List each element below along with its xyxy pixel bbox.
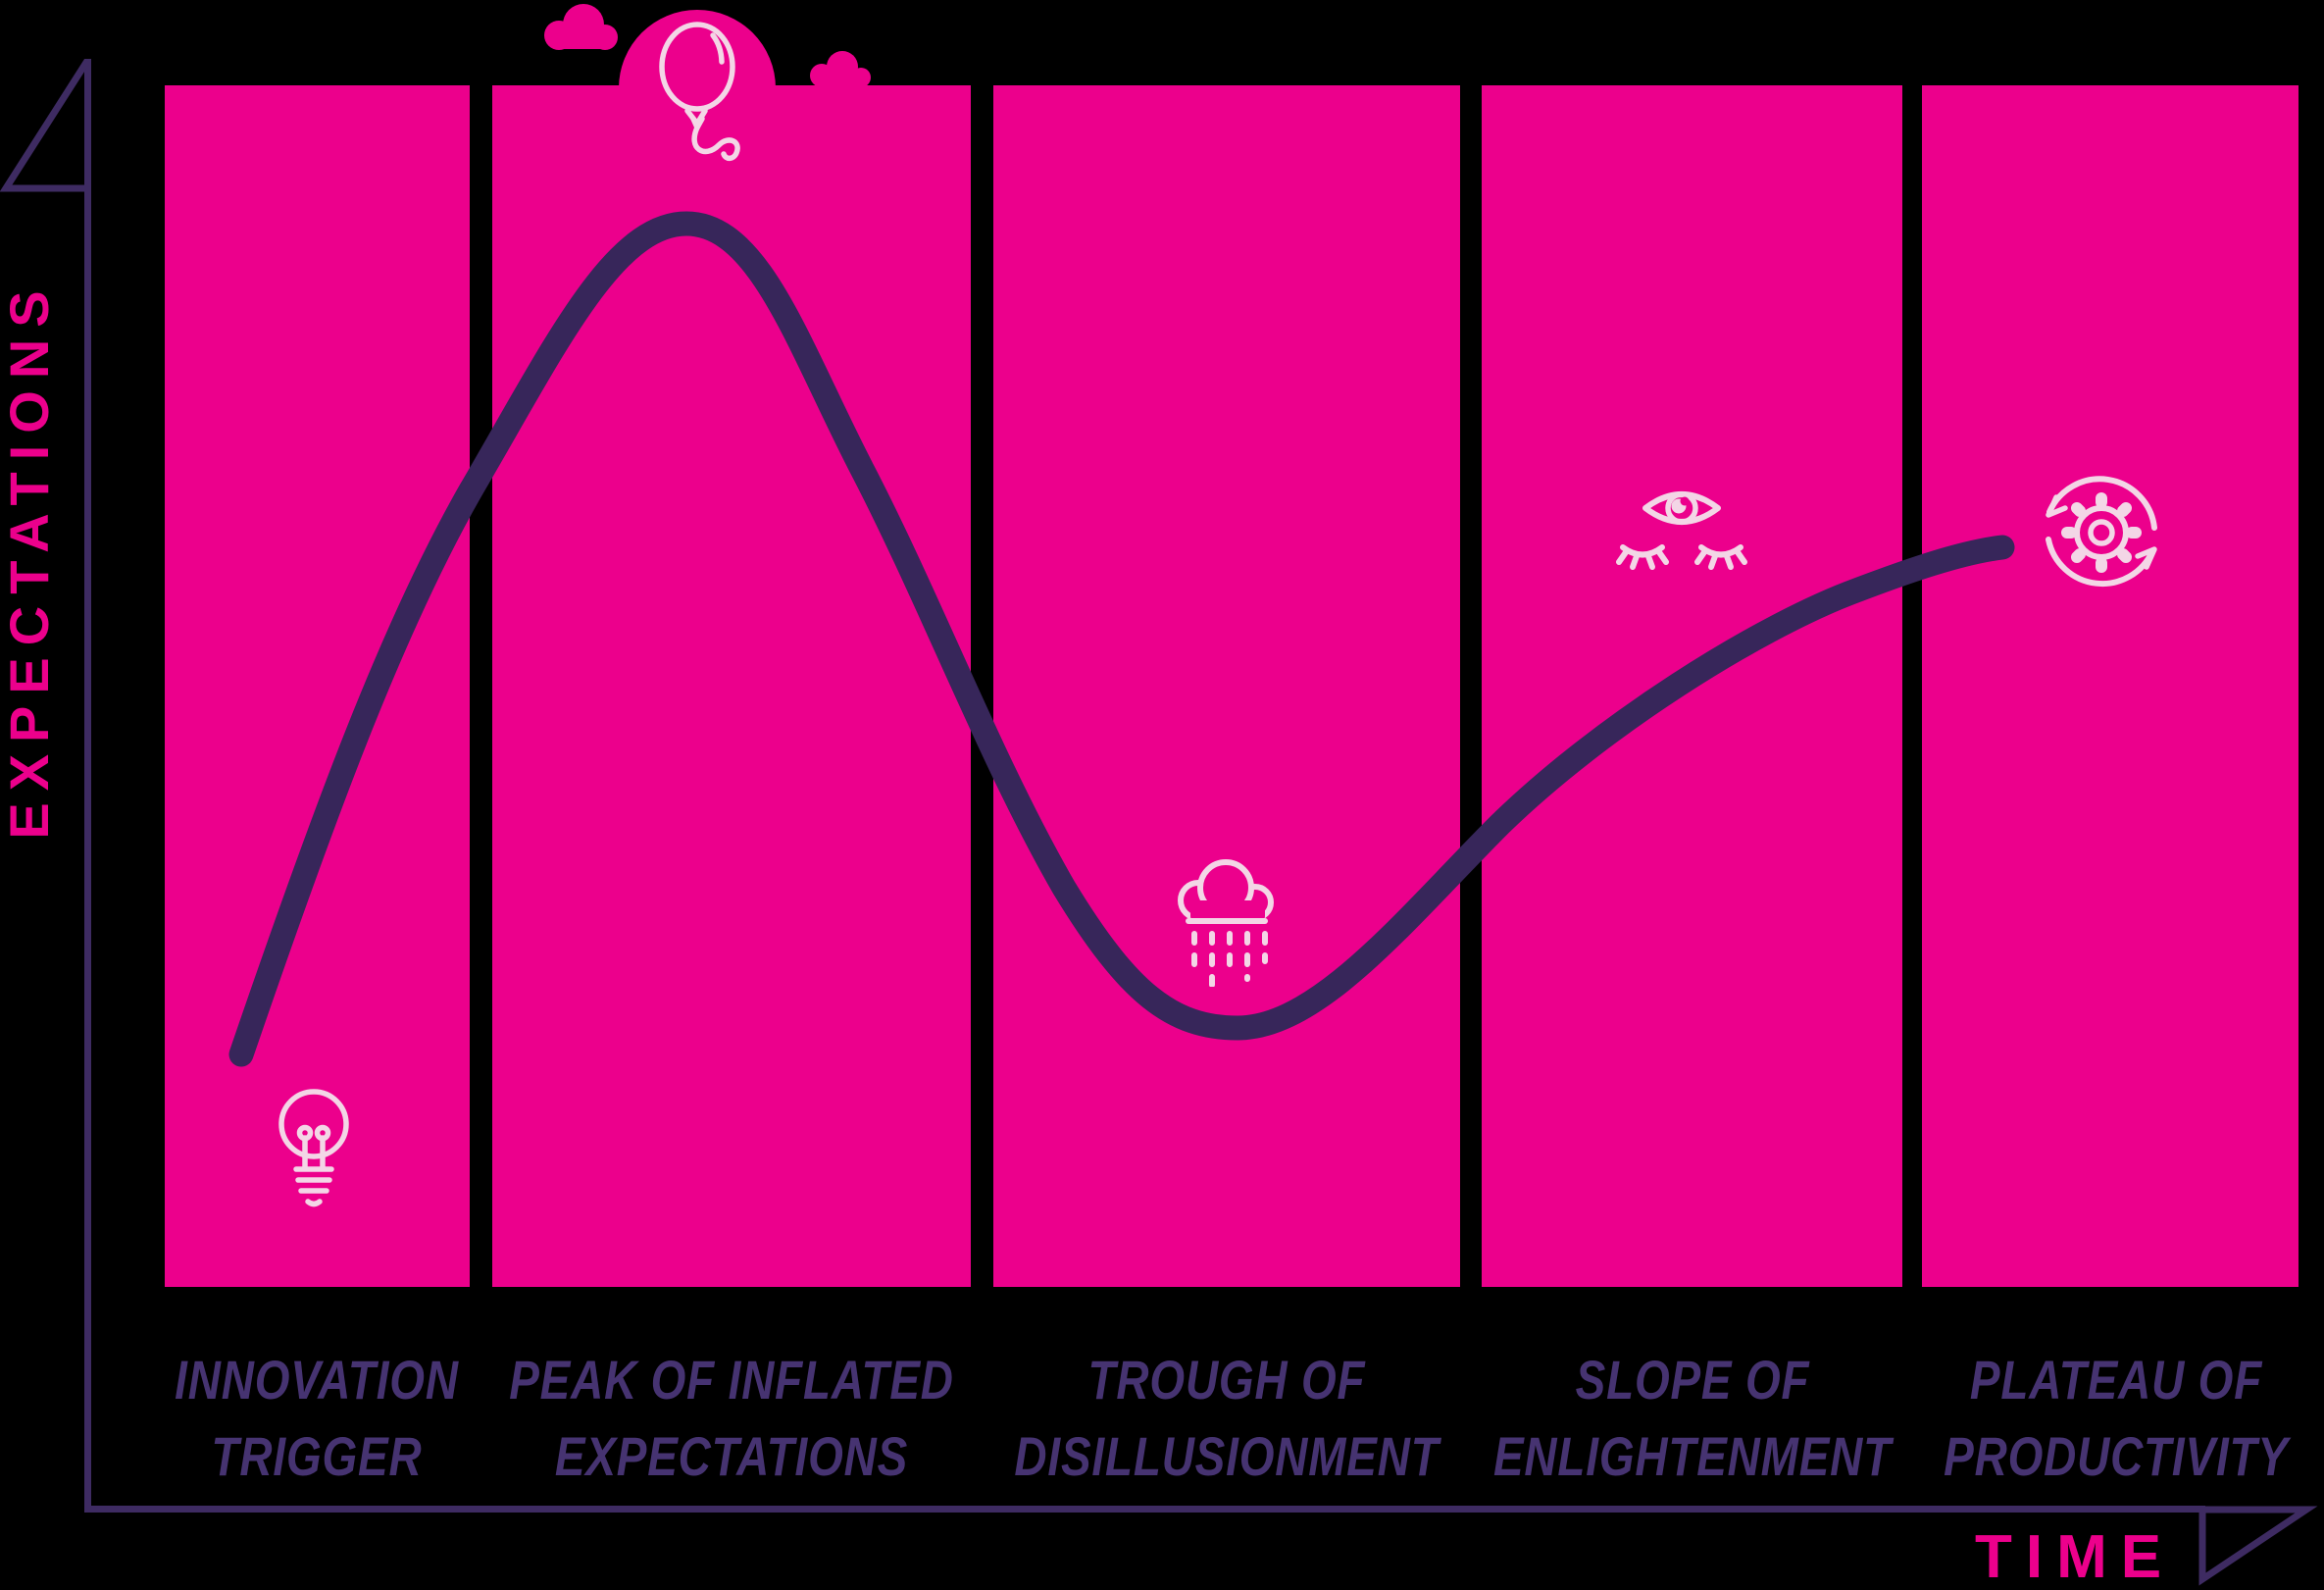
label-line: SLOPE OF — [1575, 1349, 1810, 1410]
label-line: TRIGGER — [211, 1425, 423, 1487]
label-line: INNOVATION — [175, 1349, 459, 1410]
label-line: TROUGH OF — [1087, 1349, 1366, 1410]
label-peak-of-inflated-expectations: PEAK OF INFLATED EXPECTATIONS — [475, 1342, 989, 1495]
bar-peak-of-inflated-expectations — [492, 85, 971, 1287]
label-line: PEAK OF INFLATED — [509, 1349, 954, 1410]
bar-slope-of-enlightenment — [1482, 85, 1902, 1287]
bar-trough-of-disillusionment — [993, 85, 1460, 1287]
label-plateau-of-productivity: PLATEAU OF PRODUCTIVITY — [1859, 1342, 2324, 1495]
y-axis-line — [84, 59, 91, 1513]
gear-refresh-icon — [2046, 476, 2157, 587]
x-axis-line — [84, 1506, 2205, 1513]
balloon-icon — [659, 22, 740, 162]
label-line: PLATEAU OF — [1969, 1349, 2263, 1410]
label-innovation-trigger: INNOVATION TRIGGER — [60, 1342, 575, 1495]
cloud-decoration-right — [810, 51, 871, 88]
label-line: EXPECTATIONS — [554, 1425, 909, 1487]
label-slope-of-enlightenment: SLOPE OF ENLIGHTENMENT — [1436, 1342, 1950, 1495]
label-line: ENLIGHTENMENT — [1492, 1425, 1893, 1487]
lightbulb-icon — [278, 1089, 349, 1207]
y-axis-arrow-icon — [0, 59, 90, 192]
cloud-decoration-left — [544, 4, 618, 50]
label-line: DISILLUSIONMENT — [1014, 1425, 1440, 1487]
rain-cloud-icon — [1178, 859, 1274, 987]
x-axis-arrow-icon — [2198, 1506, 2318, 1586]
y-axis-label: EXPECTATIONS — [0, 279, 60, 840]
label-line: PRODUCTIVITY — [1944, 1425, 2289, 1487]
x-axis-label: TIME — [1975, 1523, 2176, 1590]
label-trough-of-disillusionment: TROUGH OF DISILLUSIONMENT — [970, 1342, 1485, 1495]
eye-icon — [1616, 491, 1747, 570]
bar-plateau-of-productivity — [1922, 85, 2299, 1287]
